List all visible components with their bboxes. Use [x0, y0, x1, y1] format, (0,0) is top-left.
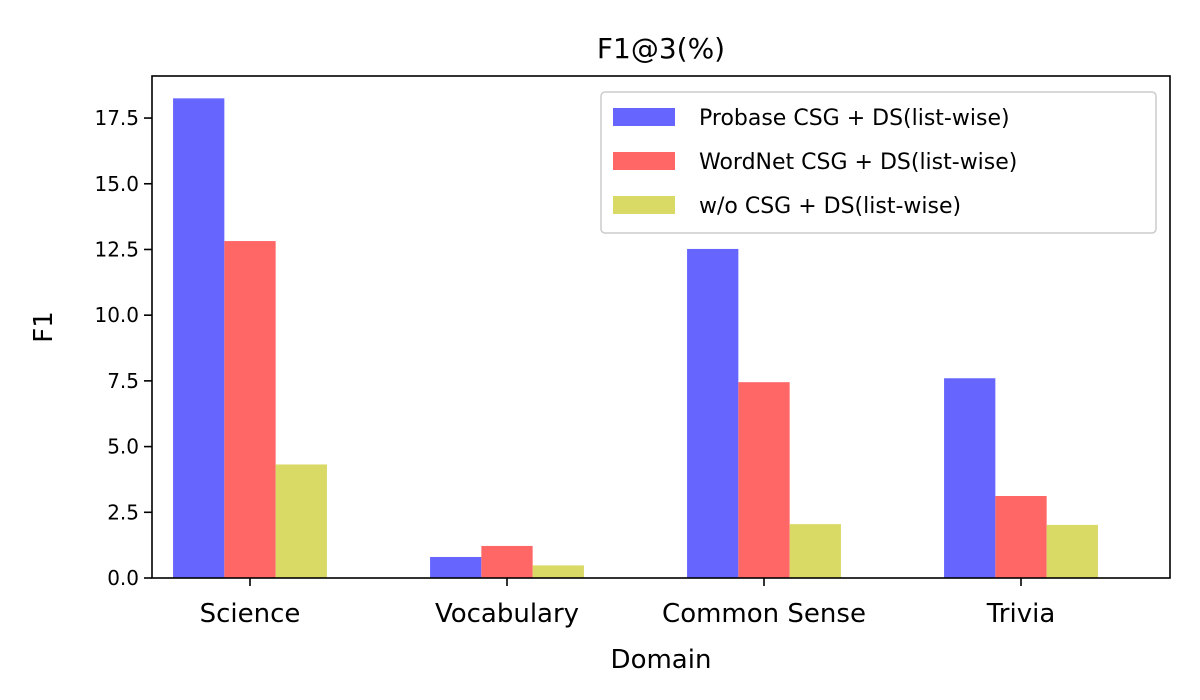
bar [173, 98, 225, 578]
y-tick-label: 17.5 [94, 106, 139, 130]
bar [532, 565, 584, 578]
y-tick-label: 2.5 [107, 500, 139, 524]
bar [944, 378, 996, 578]
bar [687, 248, 739, 578]
y-tick-label: 5.0 [107, 435, 139, 459]
legend-swatch [613, 108, 675, 126]
y-tick-label: 15.0 [94, 172, 139, 196]
x-axis-label: Domain [611, 645, 712, 675]
y-tick-label: 10.0 [94, 303, 139, 327]
x-tick-label: Science [200, 599, 301, 629]
legend-box [600, 91, 1157, 234]
bars [173, 98, 1098, 578]
legend-swatch [613, 152, 675, 170]
legend-label: WordNet CSG + DS(list-wise) [699, 150, 1017, 175]
y-tick-label: 12.5 [94, 237, 139, 261]
bar [995, 496, 1047, 578]
legend-label: Probase CSG + DS(list-wise) [699, 106, 1010, 131]
y-axis-label: F1 [29, 311, 59, 343]
legend-swatch [613, 196, 675, 214]
x-axis: Science Vocabulary Common Sense Trivia [200, 578, 1056, 629]
y-axis: 0.0 2.5 5.0 7.5 10.0 12.5 15.0 17.5 [94, 106, 152, 590]
plot-frame [151, 75, 1171, 579]
bar [275, 464, 327, 578]
x-tick-label: Common Sense [662, 599, 866, 629]
legend: Probase CSG + DS(list-wise) WordNet CSG +… [600, 91, 1157, 234]
bar [1046, 524, 1098, 578]
chart-title: F1@3(%) [597, 32, 725, 65]
bar [430, 556, 482, 578]
x-tick-label: Trivia [986, 599, 1056, 629]
bar [481, 545, 533, 578]
bar [224, 241, 276, 578]
x-tick-label: Vocabulary [435, 599, 579, 629]
bar [789, 524, 841, 578]
bar [738, 382, 790, 578]
y-tick-label: 7.5 [107, 369, 139, 393]
legend-items: Probase CSG + DS(list-wise) WordNet CSG +… [613, 106, 1017, 219]
legend-label: w/o CSG + DS(list-wise) [699, 194, 961, 219]
y-tick-label: 0.0 [107, 566, 139, 590]
